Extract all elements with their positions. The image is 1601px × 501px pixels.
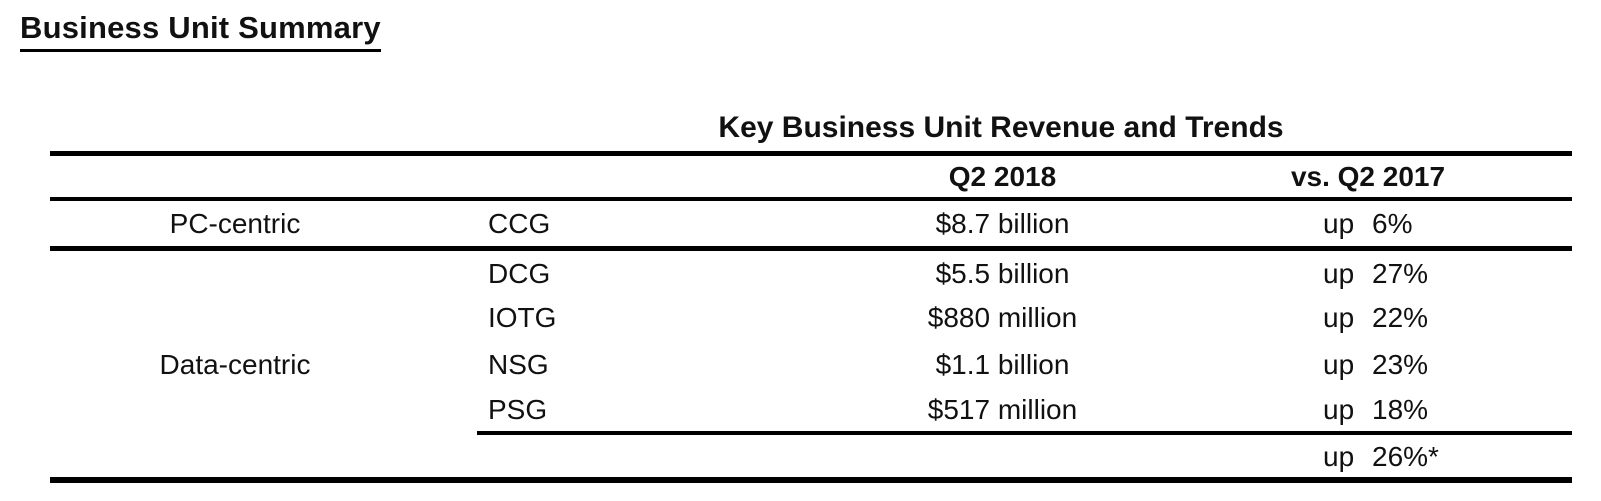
- trend-percent: 23%: [1372, 348, 1429, 380]
- column-header-revenue: Q2 2018: [948, 161, 1057, 192]
- trend-value: up 18%: [1323, 387, 1573, 432]
- trend-direction: up: [1323, 207, 1355, 239]
- revenue-value: $1.1 billion: [935, 348, 1070, 380]
- data-centric-bottom-rule: [477, 431, 1572, 435]
- trend-direction: up: [1323, 348, 1355, 380]
- revenue-value: $8.7 billion: [935, 207, 1070, 239]
- trend-value: up 6%: [1323, 202, 1573, 245]
- segment-label-pc-centric: PC-centric: [169, 207, 301, 239]
- trend-direction: up: [1323, 441, 1355, 472]
- revenue-value: $517 million: [927, 393, 1078, 425]
- trend-direction: up: [1323, 301, 1355, 333]
- business-unit-label: NSG: [488, 348, 549, 380]
- revenue-value: $880 million: [927, 301, 1078, 333]
- trend-percent: 18%: [1372, 393, 1429, 425]
- page-title: Business Unit Summary: [20, 10, 381, 52]
- table-header-row: Q2 2018 vs. Q2 2017: [0, 155, 1601, 199]
- header-bottom-rule: [50, 197, 1572, 201]
- table-row-psg: PSG $517 million up 18%: [0, 387, 1601, 432]
- trend-percent: 27%: [1372, 257, 1429, 289]
- table-title: Key Business Unit Revenue and Trends: [718, 111, 1284, 144]
- business-unit-label: IOTG: [488, 301, 557, 333]
- pc-centric-bottom-rule: [50, 246, 1572, 251]
- table-row-iotg: IOTG $880 million up 22%: [0, 295, 1601, 340]
- trend-direction: up: [1323, 393, 1355, 425]
- trend-value-total: up 26%*: [1323, 436, 1573, 478]
- trend-value: up 27%: [1323, 251, 1573, 296]
- table-top-rule: [50, 151, 1572, 156]
- column-header-trend: vs. Q2 2017: [1290, 161, 1446, 192]
- trend-value: up 22%: [1323, 295, 1573, 340]
- trend-direction: up: [1323, 257, 1355, 289]
- business-unit-label: PSG: [488, 393, 548, 425]
- segment-label-data-centric: Data-centric: [159, 348, 311, 380]
- business-unit-label: CCG: [488, 207, 551, 239]
- business-unit-label: DCG: [488, 257, 551, 289]
- table-bottom-rule: [50, 477, 1572, 483]
- revenue-value: $5.5 billion: [935, 257, 1070, 289]
- table-row-dcg: DCG $5.5 billion up 27%: [0, 251, 1601, 296]
- table-row-nsg: Data-centric NSG $1.1 billion up 23%: [0, 342, 1601, 387]
- trend-value: up 23%: [1323, 342, 1573, 387]
- trend-percent: 6%: [1372, 207, 1413, 239]
- table-row-data-centric-total: up 26%*: [0, 436, 1601, 478]
- table-row-ccg: PC-centric CCG $8.7 billion up 6%: [0, 202, 1601, 245]
- trend-percent: 22%: [1372, 301, 1429, 333]
- trend-percent: 26%*: [1372, 441, 1439, 472]
